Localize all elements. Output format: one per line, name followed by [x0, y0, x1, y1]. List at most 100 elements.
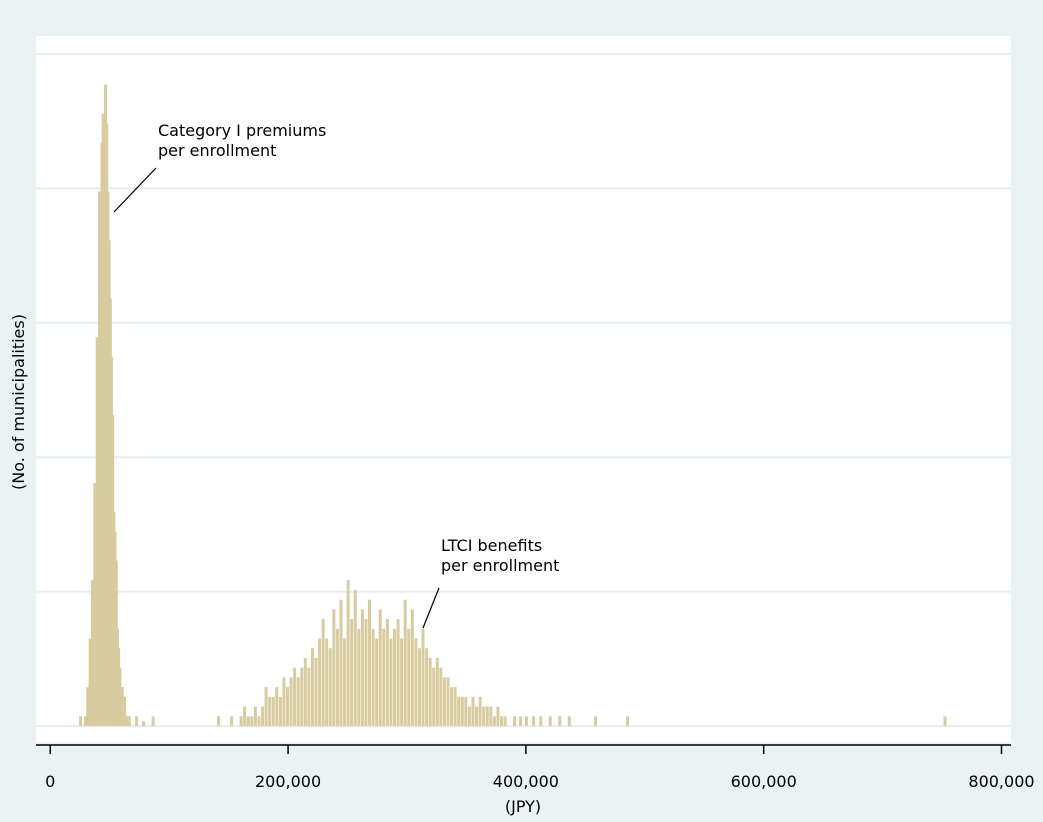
x-tick-label: 600,000	[731, 772, 797, 791]
histogram-bar	[118, 667, 122, 726]
histogram-bar	[482, 706, 486, 726]
annotation-premiums: Category I premiums per enrollment	[113, 121, 331, 213]
histogram-bar	[314, 657, 318, 726]
histogram-bar	[90, 580, 94, 726]
histogram-bar	[439, 667, 443, 726]
histogram-bar	[328, 648, 332, 726]
histogram-bar	[396, 619, 400, 726]
annotation-premiums-text: Category I premiums per enrollment	[158, 121, 331, 160]
histogram-bar	[467, 706, 471, 726]
histogram-bar	[230, 716, 234, 726]
histogram-bar	[492, 716, 496, 726]
histogram-bar	[282, 677, 286, 726]
histogram-bar	[271, 696, 275, 726]
histogram-bar	[435, 657, 439, 726]
histogram-bar	[414, 638, 418, 726]
annotation-benefits-text: LTCI benefits per enrollment	[441, 536, 559, 575]
histogram-bar	[127, 716, 131, 726]
histogram-bar	[385, 619, 389, 726]
histogram-bar	[567, 716, 571, 726]
histogram-bar	[475, 706, 479, 726]
histogram-bar	[318, 638, 322, 726]
histogram-bar	[79, 716, 83, 726]
histogram-bar	[400, 638, 404, 726]
histogram-bar	[268, 696, 272, 726]
histogram-bar	[125, 716, 129, 726]
histogram-bar	[471, 696, 475, 726]
histogram-bar	[503, 716, 507, 726]
histogram-bar	[310, 648, 314, 726]
histogram-bar	[123, 696, 127, 726]
histogram-bar	[558, 716, 562, 726]
histogram-bar	[368, 599, 372, 726]
annotation-premiums-leader	[113, 167, 157, 213]
histogram-bar	[357, 628, 361, 726]
histogram-bar	[303, 657, 307, 726]
histogram-bar	[343, 638, 347, 726]
histogram-bar	[403, 599, 407, 726]
histogram-bar	[264, 687, 268, 726]
histogram-bar	[364, 619, 368, 726]
annotation-premiums-line2: per enrollment	[158, 141, 276, 160]
histogram-bar	[250, 716, 254, 726]
histogram-bar	[446, 677, 450, 726]
histogram-bar	[496, 706, 500, 726]
histogram-bar	[98, 191, 102, 726]
histogram-bar	[382, 628, 386, 726]
histogram-bar	[453, 687, 457, 726]
histogram-bar	[392, 628, 396, 726]
histogram-bar	[95, 337, 99, 726]
histogram-bar	[378, 609, 382, 726]
histogram-bar	[539, 716, 543, 726]
histogram-bar	[332, 609, 336, 726]
x-tick-label: 0	[45, 772, 55, 791]
histogram-bar	[86, 687, 90, 726]
x-tick-label: 200,000	[255, 772, 321, 791]
annotation-benefits-line1: LTCI benefits	[441, 536, 542, 555]
histogram-bar	[275, 687, 279, 726]
histogram-bar	[407, 628, 411, 726]
histogram-bar	[513, 716, 517, 726]
histogram-bar	[489, 706, 493, 726]
histogram-bar	[478, 696, 482, 726]
histogram-bar	[375, 638, 379, 726]
histogram-bar	[278, 696, 282, 726]
histogram-bar	[457, 696, 461, 726]
histogram-bar	[142, 721, 146, 726]
histogram-bar	[239, 716, 243, 726]
x-tick-label: 800,000	[968, 772, 1034, 791]
histogram-bar	[325, 638, 329, 726]
histogram-bar	[246, 716, 250, 726]
annotation-benefits: LTCI benefits per enrollment	[422, 536, 559, 629]
histogram-bar	[83, 716, 87, 726]
histogram-bar	[261, 706, 265, 726]
histogram-bar	[421, 628, 425, 726]
x-axis-title: (JPY)	[505, 797, 541, 816]
histogram-bar	[134, 716, 138, 726]
histogram-bar	[217, 716, 221, 726]
x-ticks: 0 200,000 400,000 600,000 800,000	[45, 745, 1035, 791]
histogram-bar	[293, 667, 297, 726]
histogram-bar	[350, 619, 354, 726]
histogram-bar	[296, 677, 300, 726]
x-tick-label: 400,000	[493, 772, 559, 791]
histogram-bar	[442, 677, 446, 726]
histogram-bar	[485, 706, 489, 726]
histogram-bar	[346, 580, 350, 726]
histogram-bar	[500, 716, 504, 726]
histogram-bar	[88, 638, 92, 726]
histogram-bar	[285, 687, 289, 726]
annotation-benefits-line2: per enrollment	[441, 556, 559, 575]
histogram-bar	[353, 589, 357, 726]
histogram-bar	[360, 609, 364, 726]
histogram-bar	[943, 716, 947, 726]
histogram-bar	[410, 609, 414, 726]
histogram-bar	[335, 628, 339, 726]
histogram-bar	[253, 706, 257, 726]
histogram-bar	[339, 599, 343, 726]
histogram-bar	[93, 483, 97, 726]
histogram-bar	[548, 716, 552, 726]
y-axis-title: (No. of municipalities)	[9, 314, 28, 490]
histogram-bar	[389, 638, 393, 726]
